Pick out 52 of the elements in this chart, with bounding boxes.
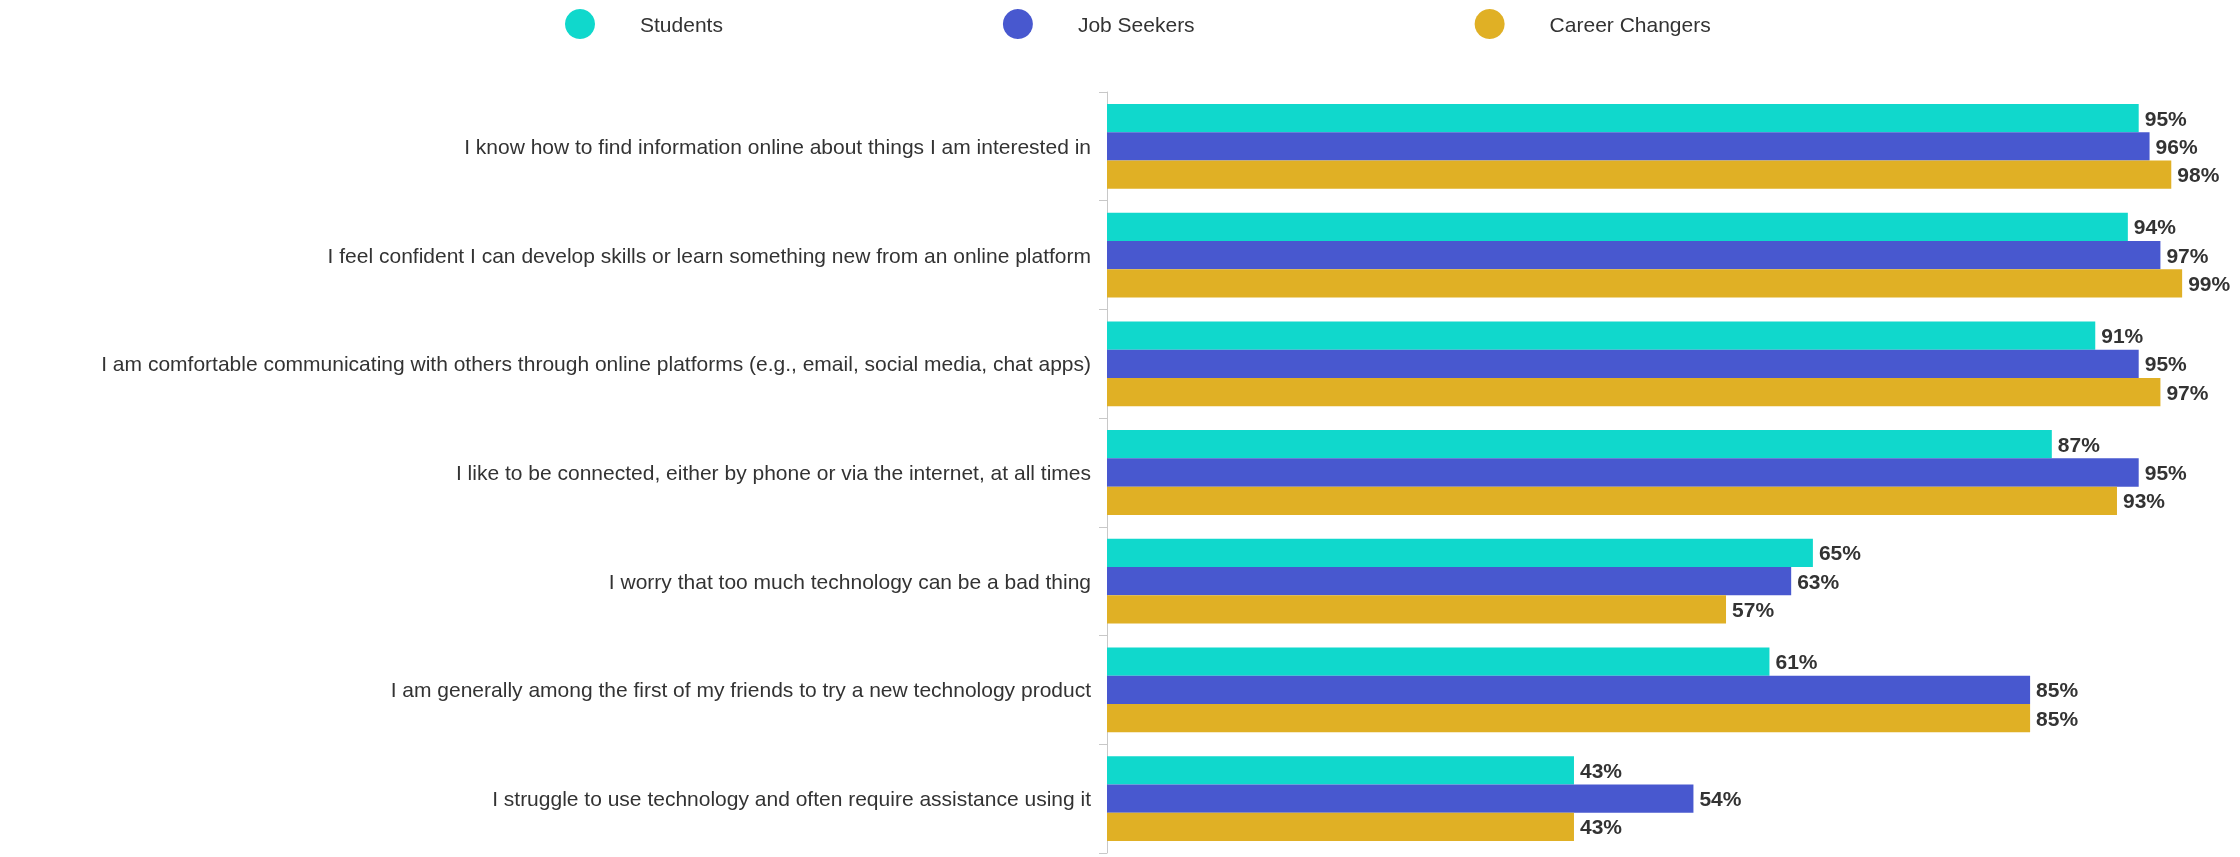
legend-label: Career Changers [1549,12,1711,36]
data-label: 96% [2155,134,2198,158]
bar [1107,595,1727,624]
bar [1107,349,2139,378]
bar [1107,240,2161,270]
bar [1107,784,1694,813]
bar [1107,647,1770,676]
data-label: 61% [1775,650,1818,674]
data-label: 43% [1579,758,1623,782]
legend-label: Students [640,12,723,36]
data-label: 57% [1732,597,1775,621]
bar [1107,486,2117,515]
y-tick-label: I worry that too much technology can be a bad thing [608,569,1091,593]
bar [1107,377,2161,407]
data-label: 95% [2144,461,2188,484]
data-label: 91% [2101,324,2144,348]
bar [1107,269,2183,298]
y-tick-label: I like to be connected, either by phone or via the internet, at all times [455,461,1091,484]
bar [1107,675,2031,705]
data-label: 99% [2188,271,2231,295]
data-label: 65% [1818,541,1862,565]
bar [1107,704,2031,733]
y-tick-label: I feel confident I can develop skills or learn something new from an online platform [327,243,1091,267]
data-label: 85% [2036,678,2079,702]
bar [1107,103,2139,133]
data-label: 95% [2144,352,2188,376]
bar [1107,321,2096,350]
data-label: 87% [2057,432,2101,456]
y-tick-label: I struggle to use technology and often require assistance using it [492,787,1092,811]
data-label: 63% [1797,569,1840,593]
bar [1107,812,1574,842]
data-label: 94% [2133,215,2177,239]
data-label: 93% [2122,489,2166,513]
data-label: 95% [2144,106,2188,130]
y-tick-label: I know how to find information online about things I am interested in [464,134,1091,158]
bar [1107,458,2139,487]
bar [1107,430,2052,459]
data-label: 54% [1699,787,1742,811]
data-label: 85% [2036,706,2079,730]
data-label: 43% [1579,815,1623,839]
data-label: 98% [2177,163,2220,187]
y-tick-label: I am comfortable communicating with others through online platforms (e.g., email, social media, chat apps) [101,352,1091,376]
data-label: 97% [2166,380,2209,404]
bar [1107,160,2172,189]
bar [1107,132,2150,161]
y-tick-label: I am generally among the first of my friends to try a new technology product [390,678,1092,702]
bar [1107,538,1813,568]
bar [1107,756,1574,785]
data-label: 97% [2166,243,2209,267]
bar [1107,567,1792,596]
legend-label: Job Seekers [1077,12,1195,36]
bar [1107,212,2128,241]
